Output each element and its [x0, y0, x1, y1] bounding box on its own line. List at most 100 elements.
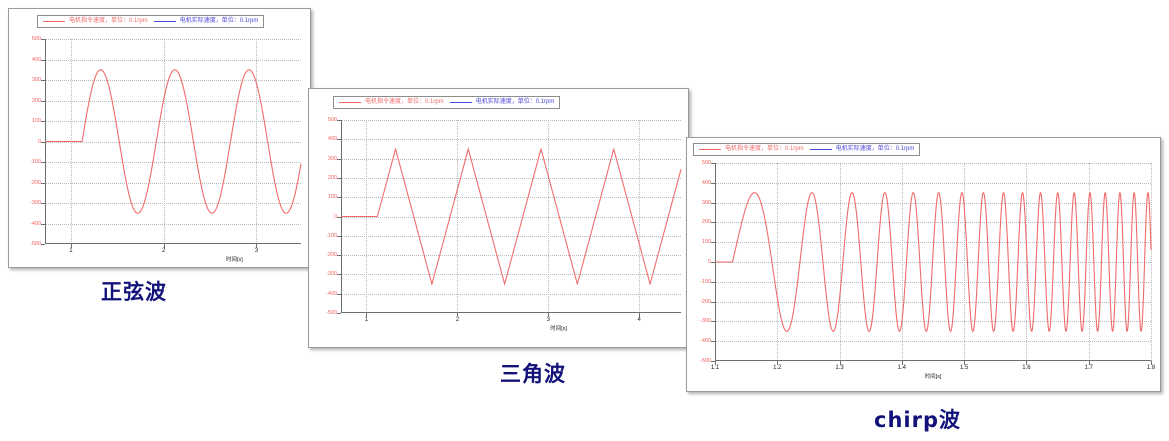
- y-axis-tick-mark: [41, 80, 45, 81]
- y-axis-tick-mark: [41, 100, 45, 102]
- legend-line-actual-icon: [809, 149, 832, 150]
- x-axis-tick-label: 2: [162, 248, 166, 254]
- legend-entry-command: 电机指令速度，单位：0.1rpm: [699, 146, 804, 153]
- x-axis-tick-mark: [163, 244, 165, 248]
- x-axis-tick-mark: [1151, 361, 1152, 365]
- legend-entry-command: 电机指令速度，单位：0.1rpm: [339, 99, 444, 106]
- y-axis-tick-label: -500: [29, 241, 41, 247]
- x-axis-tick-mark: [839, 361, 841, 365]
- x-axis-tick-mark: [777, 361, 779, 365]
- x-axis-tick-label: 1.3: [835, 365, 844, 371]
- y-axis-tick-label: 0: [37, 138, 41, 145]
- x-axis-tick-label: 1.6: [1022, 365, 1031, 371]
- chirp-wave-panel: 电机指令速度，单位：0.1rpm 电机实际速度，单位：0.1rpm 500 400…: [686, 137, 1161, 392]
- y-axis-tick-label: -100: [699, 278, 711, 285]
- legend-triangle: 电机指令速度，单位：0.1rpm 电机实际速度，单位：0.1rpm: [333, 96, 561, 109]
- y-axis-tick-label: -200: [699, 298, 711, 305]
- y-axis-tick-label: 500: [701, 160, 711, 166]
- y-axis-tick-label: -300: [325, 271, 337, 278]
- y-axis-tick-mark: [711, 281, 715, 283]
- y-axis-tick-mark: [41, 39, 45, 40]
- sine-x-axis-label: 时间[s]: [226, 257, 243, 263]
- legend-line-command-icon: [699, 149, 721, 150]
- sine-waveform: [45, 69, 302, 214]
- y-axis-tick-mark: [337, 293, 341, 295]
- legend-label-command: 电机指令速度，单位：0.1rpm: [725, 146, 804, 152]
- y-axis-tick-label: -400: [29, 220, 41, 227]
- x-axis-tick-label: 2: [455, 317, 460, 323]
- x-axis-tick-label: 1.5: [959, 365, 969, 371]
- x-axis-tick-label: 3: [254, 248, 259, 254]
- y-axis-tick-mark: [337, 177, 341, 179]
- x-axis-tick-mark: [964, 361, 966, 365]
- gridline-vertical: [1151, 163, 1152, 361]
- chirp-plot-area: 500 400 300 200 100 0 -100 -200 -300 -400 -500 1.1…: [700, 160, 1155, 380]
- x-axis-tick-mark: [457, 313, 459, 317]
- caption-chirp: chirp波: [874, 408, 961, 432]
- x-axis-tick-label: 4: [637, 317, 641, 323]
- y-axis-tick-label: 400: [327, 136, 337, 143]
- y-axis-tick-label: 500: [327, 117, 337, 123]
- y-axis-tick-mark: [41, 121, 45, 122]
- y-axis-tick-mark: [41, 141, 45, 143]
- y-axis-tick-label: 0: [333, 213, 337, 220]
- y-axis-tick-mark: [337, 235, 341, 237]
- legend-label-actual: 电机实际速度，单位：0.1rpm: [475, 99, 555, 105]
- y-axis-tick-label: -400: [325, 290, 337, 297]
- y-axis-tick-mark: [337, 216, 341, 218]
- y-axis-tick-mark: [41, 203, 45, 204]
- y-axis-tick-mark: [711, 361, 715, 362]
- y-axis-tick-mark: [711, 262, 715, 263]
- y-axis-tick-mark: [337, 313, 341, 314]
- x-axis-tick-label: 1.2: [773, 365, 782, 371]
- x-axis-tick-label: 1: [364, 317, 369, 323]
- y-axis-tick-label: -300: [29, 200, 41, 206]
- sine-wave-panel: 电机指令速度，单位：0.1rpm 电机实际速度，单位：0.1rpm 500 400…: [8, 8, 311, 268]
- x-axis-tick-mark: [715, 361, 716, 365]
- legend-line-actual-icon: [153, 21, 176, 22]
- legend-chirp: 电机指令速度，单位：0.1rpm 电机实际速度，单位：0.1rpm: [693, 143, 921, 156]
- y-axis-tick-label: -100: [325, 232, 337, 239]
- y-axis-tick-mark: [711, 301, 715, 303]
- y-axis-tick-label: -400: [699, 338, 711, 345]
- x-axis-tick-mark: [639, 313, 641, 317]
- y-axis-tick-mark: [41, 162, 45, 163]
- y-axis-tick-label: -200: [325, 252, 337, 259]
- y-axis-tick-label: 0: [707, 259, 711, 265]
- y-axis-tick-label: 100: [701, 239, 711, 246]
- y-axis-tick-label: 400: [701, 179, 711, 186]
- y-axis-tick-mark: [711, 242, 715, 244]
- y-axis-tick-mark: [337, 158, 341, 160]
- y-axis-tick-mark: [41, 182, 45, 184]
- x-axis-tick-label: 3: [546, 317, 550, 323]
- y-axis-tick-label: 300: [701, 199, 711, 206]
- x-axis-tick-mark: [366, 313, 368, 317]
- x-axis-tick-label: 1.8: [1146, 365, 1156, 371]
- y-axis-tick-mark: [711, 182, 715, 184]
- y-axis-tick-mark: [41, 59, 45, 61]
- legend-label-command: 电机指令速度，单位：0.1rpm: [69, 18, 148, 24]
- y-axis-tick-mark: [711, 341, 715, 343]
- y-axis-tick-mark: [337, 120, 341, 121]
- x-axis-tick-label: 1.4: [897, 365, 907, 371]
- y-axis-tick-label: -200: [29, 179, 41, 186]
- y-axis-tick-label: -100: [29, 159, 41, 165]
- x-axis-tick-mark: [256, 244, 258, 248]
- x-axis-tick-mark: [70, 244, 72, 248]
- x-axis-tick-mark: [1088, 361, 1090, 365]
- y-axis-tick-label: 100: [327, 194, 337, 201]
- y-axis-tick-label: 300: [31, 77, 41, 83]
- x-axis-tick-mark: [548, 313, 550, 317]
- x-axis-tick-mark: [1026, 361, 1028, 365]
- chirp-x-axis-label: 时间[s]: [924, 374, 942, 380]
- y-axis-tick-mark: [337, 139, 341, 141]
- legend-entry-command: 电机指令速度，单位：0.1rpm: [43, 18, 148, 25]
- y-axis-tick-label: -300: [699, 318, 711, 325]
- legend-line-command-icon: [339, 102, 361, 103]
- x-axis-tick-label: 1.7: [1084, 365, 1093, 371]
- y-axis-tick-label: -500: [325, 310, 337, 316]
- triangle-wave-panel: 电机指令速度，单位：0.1rpm 电机实际速度，单位：0.1rpm 500 400…: [308, 88, 689, 348]
- y-axis-tick-mark: [711, 321, 715, 323]
- x-axis-tick-label: 1: [69, 248, 73, 254]
- y-axis-tick-label: 200: [31, 97, 41, 104]
